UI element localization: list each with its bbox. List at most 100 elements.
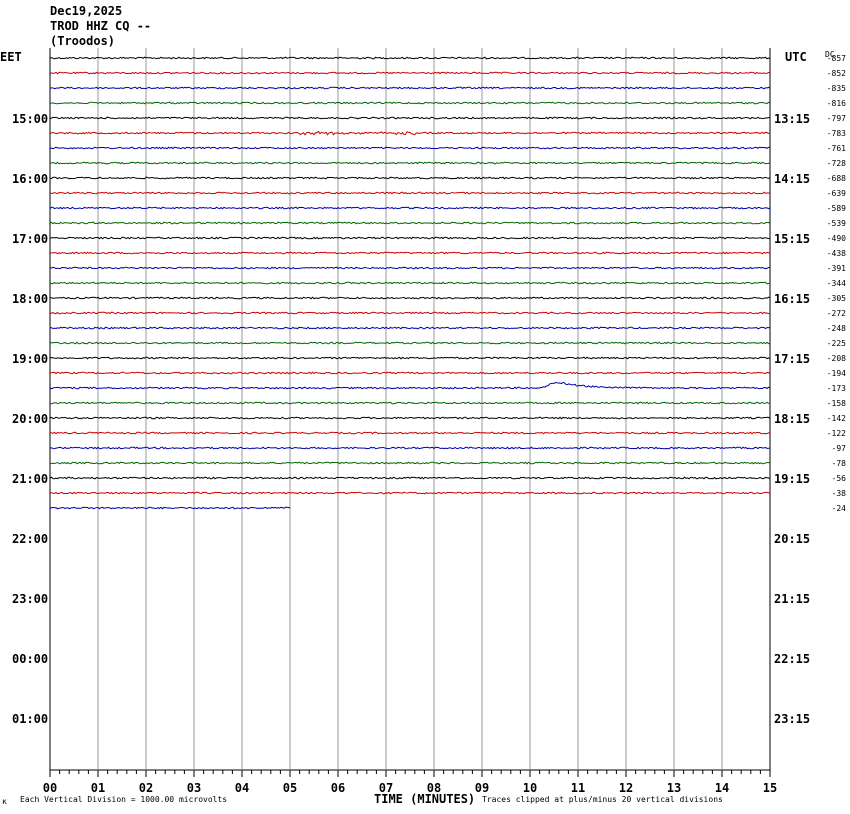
dc-offset-label: -158 <box>827 399 846 408</box>
x-tick-label: 01 <box>91 781 105 795</box>
right-timezone-label: UTC <box>785 50 807 64</box>
x-tick-label: 02 <box>139 781 153 795</box>
seismic-trace <box>49 476 771 480</box>
seismic-trace <box>49 266 771 270</box>
dc-offset-label: -38 <box>832 489 847 498</box>
left-hour-label: 16:00 <box>12 172 48 186</box>
dc-offset-label: -816 <box>827 99 846 108</box>
seismic-trace <box>49 161 771 165</box>
dc-offset-label: -857 <box>827 54 846 63</box>
x-tick-label: 06 <box>331 781 345 795</box>
seismic-trace <box>49 130 771 136</box>
seismic-trace <box>49 206 771 210</box>
seismic-trace <box>49 416 771 420</box>
left-hour-label: 17:00 <box>12 232 48 246</box>
dc-offset-label: -97 <box>832 444 847 453</box>
left-hour-label: 18:00 <box>12 292 48 306</box>
seismic-trace <box>49 431 771 435</box>
dc-offset-label: -761 <box>827 144 846 153</box>
seismic-trace <box>49 296 771 300</box>
x-tick-label: 11 <box>571 781 585 795</box>
footer-glyph: ĸ <box>2 797 7 806</box>
left-hour-label: 19:00 <box>12 352 48 366</box>
dc-offset-label: -173 <box>827 384 846 393</box>
dc-offset-label: -391 <box>827 264 846 273</box>
right-hour-label: 15:15 <box>774 232 810 246</box>
right-hour-label: 22:15 <box>774 652 810 666</box>
x-tick-label: 10 <box>523 781 537 795</box>
seismic-trace <box>49 281 771 285</box>
left-timezone-label: EET <box>0 50 22 64</box>
left-hour-label: 00:00 <box>12 652 48 666</box>
left-hour-label: 23:00 <box>12 592 48 606</box>
x-tick-label: 00 <box>43 781 57 795</box>
dc-offset-label: -208 <box>827 354 846 363</box>
dc-offset-label: -248 <box>827 324 846 333</box>
dc-offset-label: -783 <box>827 129 846 138</box>
dc-offset-label: -490 <box>827 234 846 243</box>
left-hour-label: 01:00 <box>12 712 48 726</box>
left-hour-label: 22:00 <box>12 532 48 546</box>
dc-offset-label: -225 <box>827 339 846 348</box>
right-hour-label: 17:15 <box>774 352 810 366</box>
station-location: (Troodos) <box>50 34 116 48</box>
x-tick-label: 03 <box>187 781 201 795</box>
x-tick-label: 12 <box>619 781 633 795</box>
x-tick-label: 09 <box>475 781 489 795</box>
left-hour-label: 20:00 <box>12 412 48 426</box>
seismic-trace <box>49 116 771 120</box>
right-hour-label: 14:15 <box>774 172 810 186</box>
dc-offset-label: -797 <box>827 114 846 123</box>
seismic-trace <box>49 506 291 510</box>
seismic-trace <box>49 146 771 150</box>
dc-offset-label: -78 <box>832 459 847 468</box>
seismic-trace <box>49 381 771 390</box>
x-tick-label: 05 <box>283 781 297 795</box>
dc-offset-label: -438 <box>827 249 846 258</box>
dc-offset-label: -24 <box>832 504 847 513</box>
dc-offset-label: -539 <box>827 219 846 228</box>
trace-group <box>49 56 771 510</box>
dc-offset-label: -688 <box>827 174 846 183</box>
left-hour-label: 21:00 <box>12 472 48 486</box>
right-hour-label: 21:15 <box>774 592 810 606</box>
seismic-trace <box>49 311 771 315</box>
right-hour-label: 18:15 <box>774 412 810 426</box>
x-tick-label: 08 <box>427 781 441 795</box>
seismic-trace <box>49 401 771 405</box>
seismic-trace <box>49 446 771 450</box>
station-code: TROD HHZ CQ -- <box>50 19 152 33</box>
dc-offset-label: -122 <box>827 429 846 438</box>
seismic-trace <box>49 221 771 225</box>
dc-offset-label: -835 <box>827 84 846 93</box>
seismic-trace <box>49 236 771 240</box>
dc-offset-label: -728 <box>827 159 846 168</box>
seismic-trace <box>49 326 771 330</box>
x-axis-title: TIME (MINUTES) <box>374 792 475 806</box>
seismic-trace <box>49 191 771 195</box>
x-tick-label: 04 <box>235 781 249 795</box>
seismic-trace <box>49 461 770 465</box>
x-tick-label: 14 <box>715 781 729 795</box>
seismic-trace <box>49 371 771 375</box>
recording-date: Dec19,2025 <box>50 4 123 18</box>
seismic-trace <box>49 101 771 105</box>
right-hour-label: 16:15 <box>774 292 810 306</box>
seismic-trace <box>49 56 771 60</box>
x-tick-label: 07 <box>379 781 393 795</box>
right-hour-label: 20:15 <box>774 532 810 546</box>
left-hour-label: 15:00 <box>12 112 48 126</box>
clip-note: Traces clipped at plus/minus 20 vertical… <box>482 795 723 804</box>
scale-note: Each Vertical Division = 1000.00 microvo… <box>20 795 227 804</box>
dc-offset-label: -56 <box>832 474 847 483</box>
dc-offset-label: -305 <box>827 294 846 303</box>
grid-lines <box>49 48 771 777</box>
dc-offset-label: -852 <box>827 69 846 78</box>
dc-offset-label: -639 <box>827 189 846 198</box>
dc-offset-label: -142 <box>827 414 846 423</box>
axis-labels: 00 01 02 03 04 05 06 07 08 09 10 11 12 13 14 15 15:00 16:… <box>12 54 846 795</box>
x-tick-label: 15 <box>763 781 777 795</box>
seismic-trace <box>49 491 771 495</box>
seismic-trace <box>49 356 771 360</box>
